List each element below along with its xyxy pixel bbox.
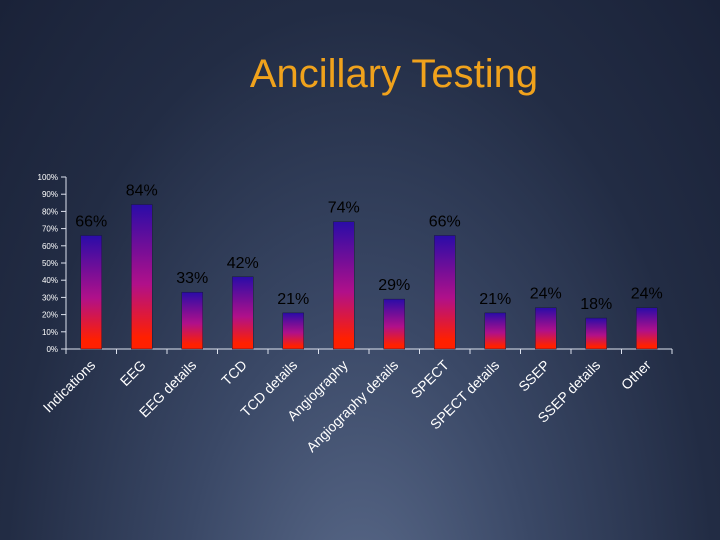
data-label: 24% xyxy=(530,286,562,303)
category-label: EEG xyxy=(117,357,149,389)
y-tick-label: 0% xyxy=(46,345,58,354)
data-label: 66% xyxy=(75,213,107,230)
y-tick-label: 100% xyxy=(38,173,58,182)
category-label: Angiography details xyxy=(303,357,401,455)
data-label: 18% xyxy=(580,296,612,313)
y-tick-label: 30% xyxy=(42,293,58,302)
bar xyxy=(333,221,355,350)
data-label: 21% xyxy=(479,291,511,308)
data-label: 33% xyxy=(176,270,208,287)
slide-title: Ancillary Testing xyxy=(249,52,539,96)
bar xyxy=(232,276,254,350)
category-label: Indications xyxy=(40,357,99,416)
data-label: 74% xyxy=(328,200,360,217)
bar xyxy=(585,317,607,350)
data-label: 21% xyxy=(277,291,309,308)
data-label: 66% xyxy=(429,213,461,230)
category-label: TCD xyxy=(218,357,250,389)
bar xyxy=(535,307,557,350)
data-label: 24% xyxy=(631,286,663,303)
data-label: 84% xyxy=(126,183,158,200)
category-label: SPECT xyxy=(408,356,453,401)
y-tick-label: 10% xyxy=(42,328,58,337)
bar xyxy=(131,204,153,350)
data-label: 42% xyxy=(227,255,259,272)
y-tick-label: 80% xyxy=(42,207,58,216)
bar xyxy=(80,235,102,350)
bar xyxy=(282,312,304,350)
y-tick-label: 50% xyxy=(42,259,58,268)
bar xyxy=(484,312,506,350)
y-tick-label: 60% xyxy=(42,242,58,251)
category-label: SSEP xyxy=(515,357,553,395)
y-tick-label: 20% xyxy=(42,311,58,320)
bar xyxy=(434,235,456,350)
y-tick-label: 40% xyxy=(42,276,58,285)
y-tick-label: 90% xyxy=(42,190,58,199)
y-tick-label: 70% xyxy=(42,225,58,234)
bar xyxy=(181,291,203,350)
bar xyxy=(636,307,658,350)
category-label: Other xyxy=(618,357,654,393)
bar xyxy=(383,298,405,350)
data-label: 29% xyxy=(378,277,410,294)
